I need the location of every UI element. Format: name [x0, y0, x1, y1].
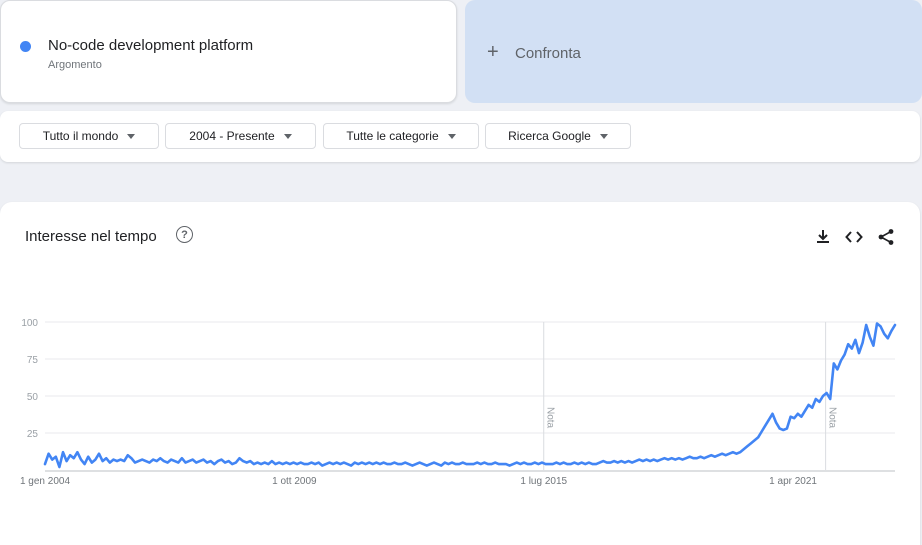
y-tick-label: 50 [27, 392, 39, 403]
search-term-card[interactable]: No-code development platform Argomento [0, 0, 457, 103]
category-dropdown[interactable]: Tutte le categorie [323, 123, 479, 149]
series-line [43, 322, 897, 469]
interest-over-time-card: Interesse nel tempo ? 25 50 75 100 1 gen 200… [0, 202, 920, 545]
annotation-label: Nota [827, 407, 838, 429]
caret-down-icon [599, 133, 608, 139]
x-tick-label: 1 ott 2009 [272, 476, 317, 487]
caret-down-icon [127, 133, 136, 139]
search-type-dropdown-label: Ricerca Google [508, 129, 591, 143]
search-term-title: No-code development platform [48, 37, 254, 54]
plus-icon: + [487, 41, 499, 63]
compare-label: Confronta [515, 45, 581, 62]
x-tick-label: 1 lug 2015 [520, 476, 567, 487]
search-type-dropdown[interactable]: Ricerca Google [485, 123, 631, 149]
filter-bar: Tutto il mondo 2004 - Presente Tutte le … [0, 111, 920, 162]
embed-code-icon[interactable] [845, 228, 863, 246]
caret-down-icon [283, 133, 292, 139]
region-dropdown[interactable]: Tutto il mondo [19, 123, 159, 149]
interest-line-chart: 25 50 75 100 1 gen 2004 1 ott 2009 1 lug 2015 1… [20, 318, 897, 487]
x-tick-label: 1 apr 2021 [769, 476, 817, 487]
annotation-label: Nota [545, 407, 556, 429]
share-icon[interactable] [877, 228, 895, 246]
category-dropdown-label: Tutte le categorie [346, 129, 439, 143]
y-tick-label: 75 [27, 355, 39, 366]
search-term-type: Argomento [48, 59, 102, 71]
y-tick-label: 100 [21, 318, 38, 329]
time-range-dropdown-label: 2004 - Presente [189, 129, 275, 143]
caret-down-icon [447, 133, 456, 139]
compare-button[interactable]: + Confronta [465, 0, 922, 103]
time-range-dropdown[interactable]: 2004 - Presente [165, 123, 316, 149]
y-tick-label: 25 [27, 429, 39, 440]
series-color-dot [20, 41, 31, 52]
x-tick-label: 1 gen 2004 [20, 476, 70, 487]
download-icon[interactable] [814, 228, 832, 246]
region-dropdown-label: Tutto il mondo [42, 129, 119, 143]
chart-title: Interesse nel tempo [25, 228, 157, 245]
question-mark-icon[interactable]: ? [176, 226, 193, 243]
